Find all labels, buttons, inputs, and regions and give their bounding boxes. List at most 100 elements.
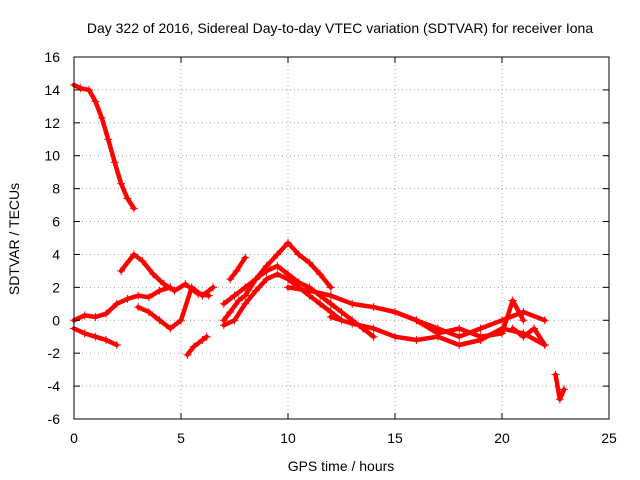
data-point (508, 296, 517, 305)
data-point (219, 321, 228, 330)
y-tick-label: 8 (52, 181, 60, 197)
data-point (226, 308, 235, 317)
data-point (181, 280, 190, 289)
data-point (241, 299, 250, 308)
data-point (76, 84, 85, 93)
data-point (540, 316, 549, 325)
series-line (392, 298, 526, 339)
data-point (455, 324, 464, 333)
data-point (91, 97, 100, 106)
data-point (230, 316, 239, 325)
data-point (241, 283, 250, 292)
y-tick-label: -2 (48, 345, 61, 361)
data-point (455, 332, 464, 341)
data-point (91, 332, 100, 341)
series-trace-1 (70, 80, 138, 213)
data-point (138, 257, 147, 266)
y-tick-label: -6 (48, 411, 61, 427)
data-point (369, 324, 378, 333)
data-point (476, 324, 485, 333)
series-line (71, 82, 137, 211)
data-point (251, 275, 260, 284)
data-point (305, 286, 314, 295)
data-point (241, 291, 250, 300)
data-point (80, 311, 89, 320)
data-point (530, 324, 539, 333)
data-point (234, 296, 243, 305)
series-line (221, 240, 334, 323)
series-line (185, 334, 209, 358)
series-trace-3 (70, 283, 175, 325)
data-point (198, 336, 207, 345)
data-point (262, 275, 271, 284)
data-point (273, 270, 282, 279)
x-axis-label: GPS time / hours (288, 458, 395, 474)
data-point (91, 312, 100, 321)
data-point (519, 332, 528, 341)
data-point (134, 303, 143, 312)
data-point (391, 332, 399, 341)
data-point (498, 329, 506, 338)
data-point (177, 316, 185, 325)
series-line (227, 255, 248, 282)
data-point (262, 266, 271, 275)
data-point (455, 340, 464, 349)
data-point (134, 291, 143, 300)
data-point (189, 342, 198, 351)
data-point (155, 286, 164, 295)
data-point (226, 275, 235, 284)
data-point (337, 308, 346, 317)
series-trace-6 (183, 332, 211, 359)
data-point (241, 253, 250, 262)
y-tick-label: 6 (52, 214, 60, 230)
series-line (135, 285, 216, 331)
data-point (326, 299, 335, 308)
chart-title: Day 322 of 2016, Sidereal Day-to-day VTE… (87, 20, 594, 36)
data-series-layer (70, 80, 569, 404)
y-tick-label: 4 (52, 246, 60, 262)
data-point (316, 299, 325, 308)
series-trace-13 (391, 296, 528, 341)
data-point (144, 308, 153, 317)
data-point (273, 261, 282, 270)
data-point (123, 194, 132, 203)
data-point (508, 324, 517, 333)
x-tick-label: 5 (177, 430, 185, 446)
y-tick-label: 10 (44, 148, 60, 164)
data-point (284, 283, 292, 292)
series-line (71, 285, 173, 323)
data-point (560, 385, 569, 394)
data-point (519, 316, 528, 325)
data-point (117, 266, 126, 275)
data-point (476, 332, 485, 341)
series-trace-10 (226, 253, 250, 284)
y-tick-label: 12 (44, 115, 60, 131)
data-point (97, 113, 106, 122)
data-point (391, 308, 399, 317)
y-tick-label: -4 (48, 378, 61, 394)
data-point (183, 350, 192, 359)
data-point (219, 299, 228, 308)
x-tick-label: 10 (280, 430, 296, 446)
data-point (294, 250, 303, 259)
x-tick-label: 25 (601, 430, 617, 446)
data-point (159, 280, 168, 289)
data-point (551, 370, 560, 379)
axis-ticks (73, 56, 610, 420)
data-point (326, 312, 335, 321)
data-point (155, 316, 164, 325)
y-tick-labels: -6 -4 -2 0 2 4 6 8 10 12 14 16 (44, 49, 60, 427)
data-point (316, 270, 325, 279)
data-point (348, 319, 357, 328)
y-tick-label: 16 (44, 49, 60, 65)
data-point (284, 238, 292, 247)
data-point (129, 250, 138, 259)
series-trace-7 (219, 238, 335, 325)
data-point (232, 266, 241, 275)
data-point (326, 283, 335, 292)
data-point (412, 336, 421, 345)
data-point (110, 158, 119, 167)
data-point (170, 286, 179, 295)
data-point (144, 293, 153, 302)
